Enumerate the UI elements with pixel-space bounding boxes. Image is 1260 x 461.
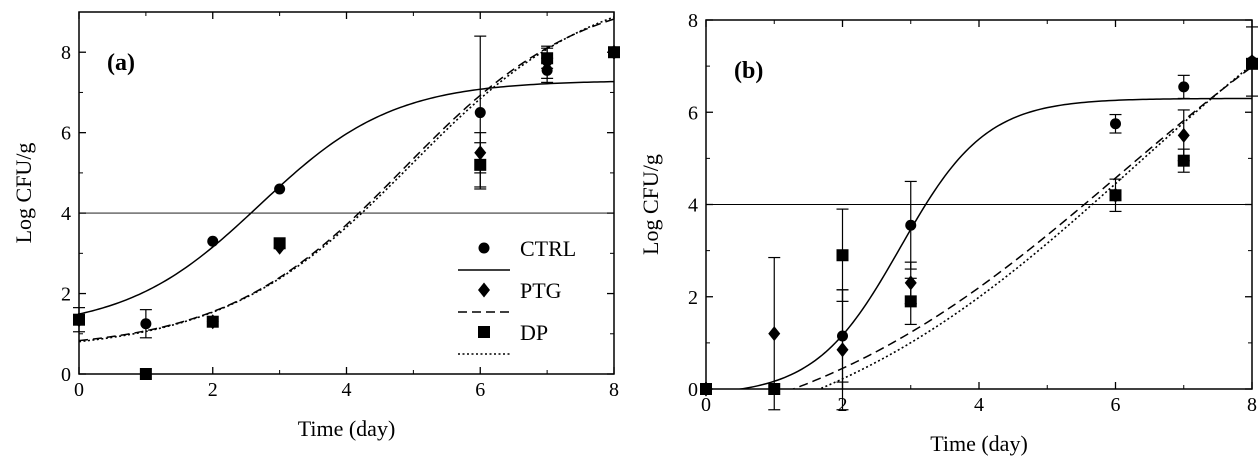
data-point-ctrl <box>207 235 219 247</box>
x-tick-label: 6 <box>1111 394 1121 416</box>
x-tick-label: 6 <box>475 379 485 401</box>
x-axis-title: Time (day) <box>298 416 396 441</box>
data-point-dp <box>1177 154 1190 167</box>
data-point-ctrl <box>474 107 486 119</box>
data-point-ctrl <box>1178 81 1190 93</box>
data-point-dp <box>768 383 781 395</box>
y-tick-label: 0 <box>61 364 71 386</box>
y-axis-title: Log CFU/g <box>11 143 36 244</box>
x-tick-label: 2 <box>208 379 218 401</box>
x-tick-label: 0 <box>701 394 711 416</box>
data-point-dp <box>139 368 152 380</box>
y-tick-label: 6 <box>61 123 71 145</box>
x-tick-label: 8 <box>609 379 619 401</box>
series-ptg <box>700 54 1258 411</box>
y-tick-label: 6 <box>688 102 698 124</box>
panel-a: 0 2 4 6 8 0 2 4 6 8 Time (day) Log CFU/g (a) CTRL PTG D… <box>11 11 620 441</box>
data-point-dp <box>206 315 219 328</box>
x-tick-label: 0 <box>74 379 84 401</box>
panel-label: (a) <box>107 50 135 76</box>
data-point-dp <box>541 52 554 65</box>
data-point-dp <box>1109 189 1122 202</box>
data-point-dp <box>73 313 85 326</box>
fit-curve-ptg <box>791 66 1252 389</box>
data-point-ptg <box>836 342 849 358</box>
data-point-dp <box>273 237 286 250</box>
y-tick-label: 4 <box>688 195 698 217</box>
fit-curve-dp <box>817 64 1252 389</box>
x-tick-label: 4 <box>342 379 352 401</box>
y-tick-label: 2 <box>61 284 71 306</box>
y-tick-label: 8 <box>688 10 698 32</box>
fit-curve-ctrl <box>736 97 1252 389</box>
data-point-ctrl <box>1110 118 1121 130</box>
panel-label: (b) <box>734 58 763 84</box>
legend-label-ctrl: CTRL <box>520 236 576 261</box>
data-point-dp <box>904 295 917 308</box>
series-ctrl <box>700 26 1258 395</box>
series-dp <box>700 57 1258 395</box>
x-tick-label: 8 <box>1247 394 1257 416</box>
legend-marker-ptg <box>478 282 490 298</box>
y-tick-label: 2 <box>688 287 698 309</box>
data-point-dp <box>836 249 849 262</box>
legend-marker-ctrl <box>478 242 490 254</box>
data-point-ctrl <box>140 318 152 330</box>
legend-marker-dp <box>478 326 490 338</box>
data-point-ptg <box>768 326 781 342</box>
x-tick-label: 4 <box>974 394 984 416</box>
legend: CTRL PTG DP <box>458 236 576 355</box>
legend-label-ptg: PTG <box>520 278 562 303</box>
series-dp <box>73 46 620 380</box>
fit-curve-ctrl <box>79 80 614 315</box>
y-tick-label: 8 <box>61 42 71 64</box>
data-point-dp <box>700 383 712 395</box>
data-point-dp <box>474 158 487 171</box>
y-axis-title: Log CFU/g <box>638 154 663 255</box>
x-axis-title: Time (day) <box>930 431 1028 456</box>
fit-curve-dp <box>79 16 614 343</box>
data-point-dp <box>1246 57 1258 70</box>
data-point-dp <box>608 46 620 59</box>
data-point-ctrl <box>905 219 917 231</box>
y-tick-label: 4 <box>61 203 71 225</box>
data-point-ptg <box>1177 127 1190 143</box>
legend-label-dp: DP <box>520 320 548 345</box>
y-tick-label: 0 <box>688 379 698 401</box>
data-point-ctrl <box>274 183 286 195</box>
